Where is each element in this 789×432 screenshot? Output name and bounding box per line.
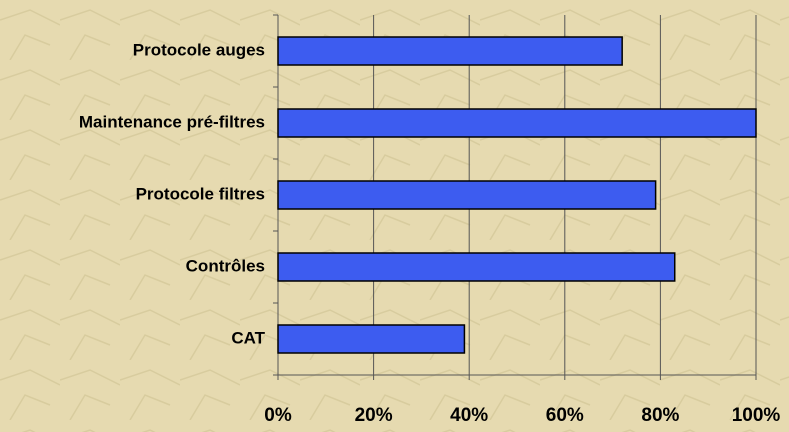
bar [277, 36, 623, 66]
x-tick-label: 60% [546, 405, 584, 426]
x-tick-label: 100% [732, 405, 781, 426]
y-tick-label: CAT [231, 328, 265, 347]
y-tick-label: Maintenance pré-filtres [79, 112, 265, 131]
y-tick-label: Protocole auges [133, 40, 265, 59]
x-tick-label: 80% [641, 405, 679, 426]
bar [277, 252, 676, 282]
bar [277, 180, 657, 210]
bar [277, 108, 757, 138]
x-tick-label: 0% [264, 405, 292, 426]
x-tick-label: 40% [450, 405, 488, 426]
y-tick-label: Protocole filtres [136, 184, 265, 203]
y-tick-label: Contrôles [186, 256, 265, 275]
bar [277, 324, 466, 354]
x-tick-label: 20% [355, 405, 393, 426]
